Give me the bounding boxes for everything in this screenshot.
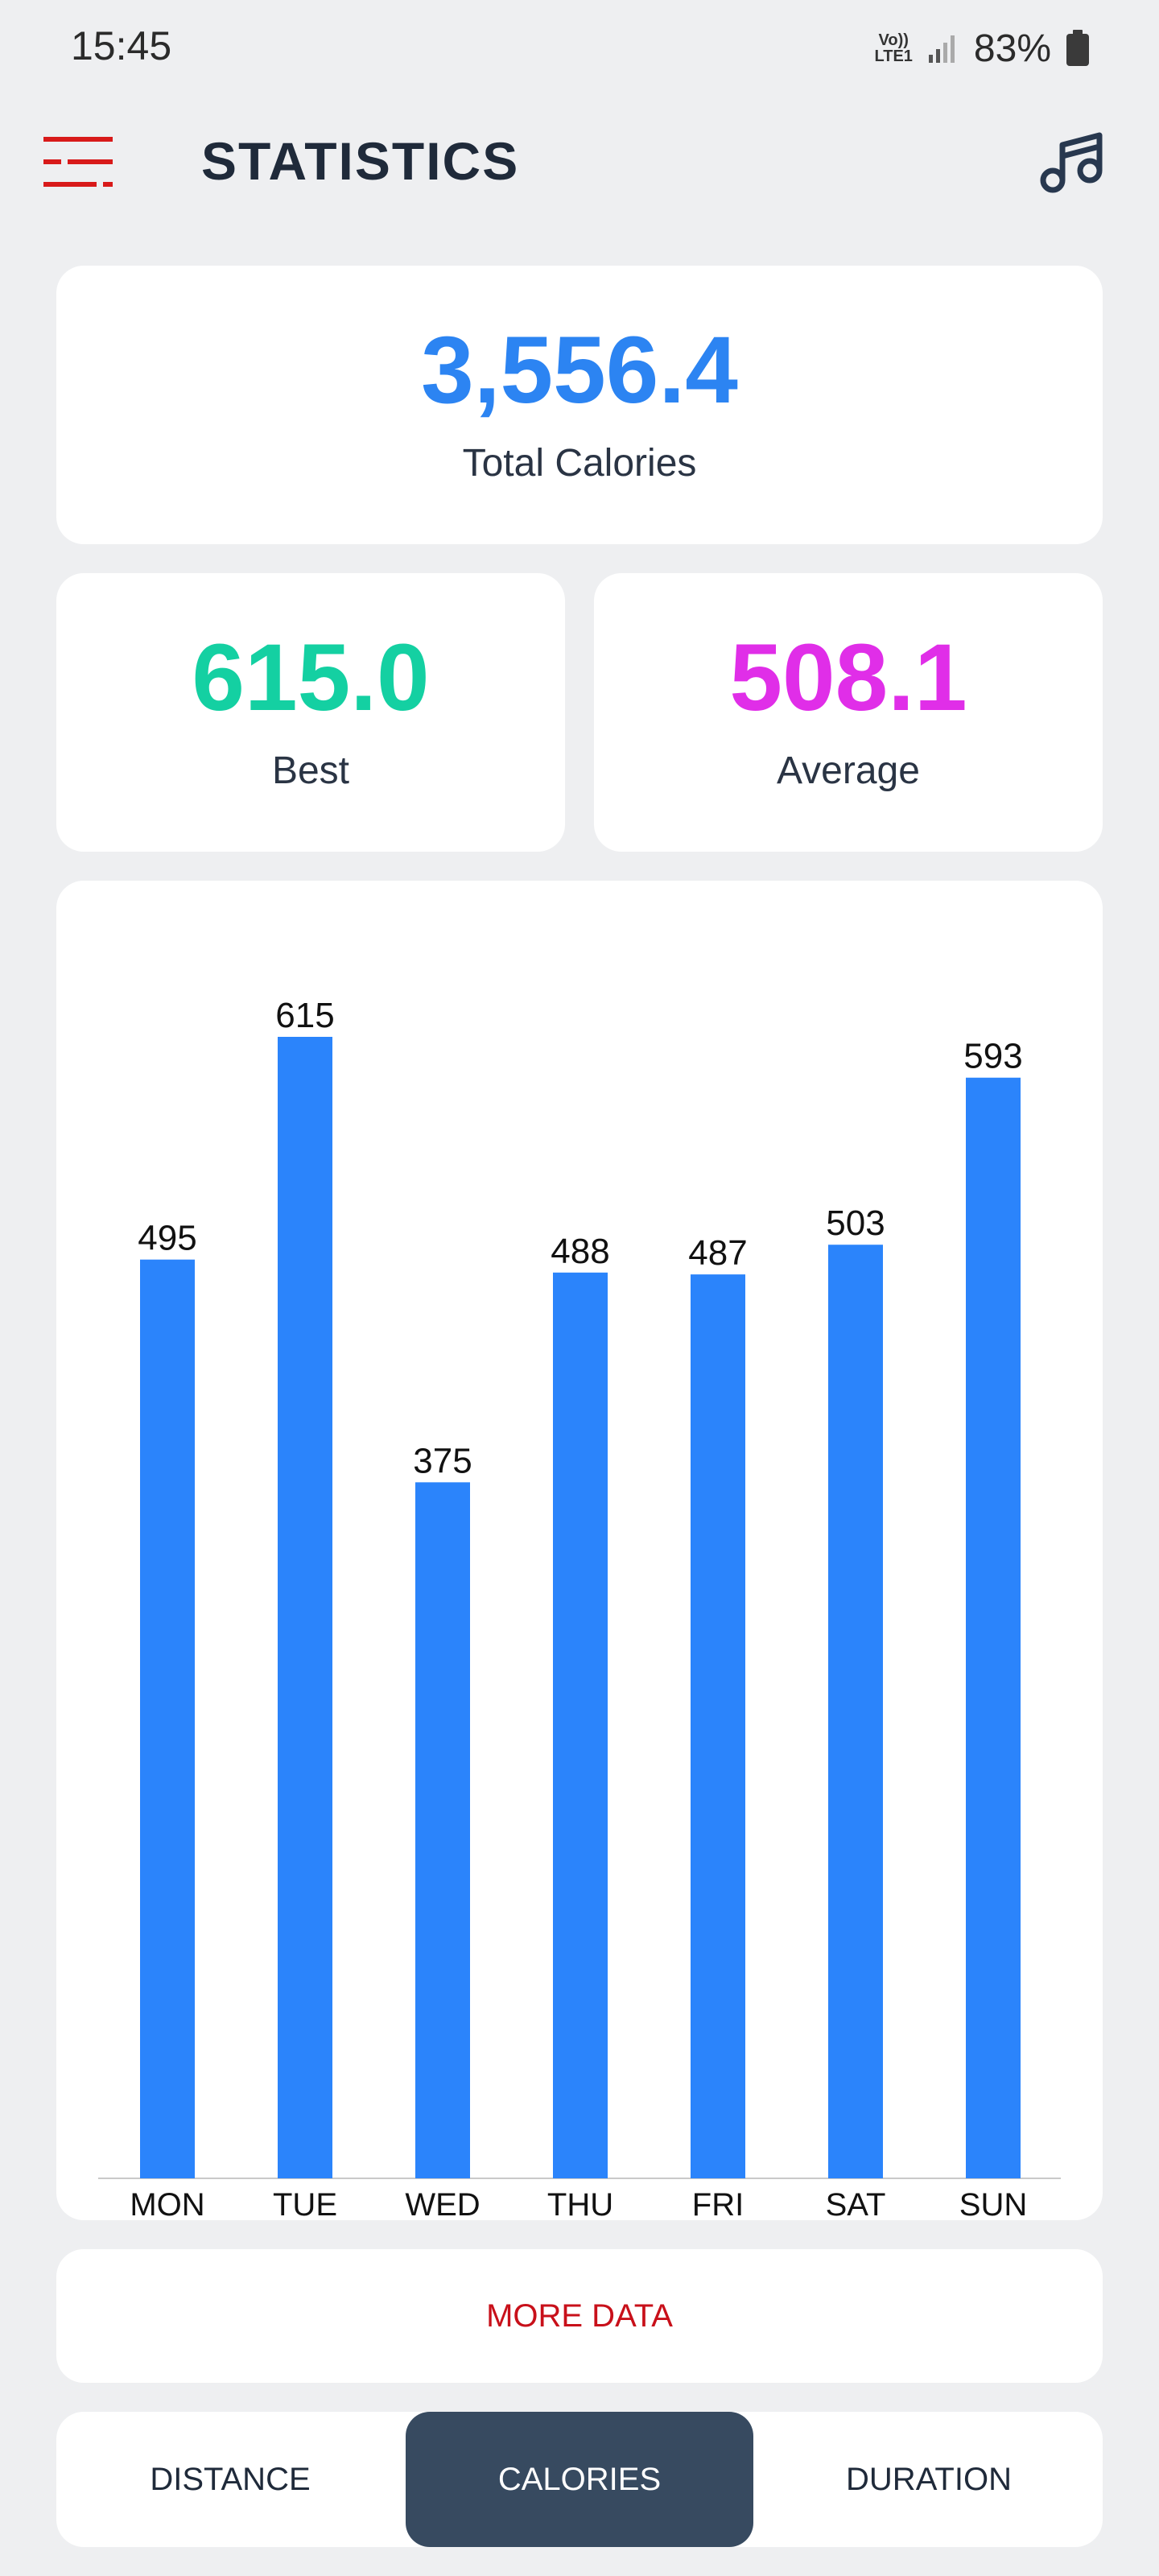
x-tick-fri: FRI bbox=[692, 2187, 744, 2220]
x-tick-sun: SUN bbox=[959, 2187, 1027, 2220]
best-card: 615.0 Best bbox=[56, 573, 565, 852]
average-value: 508.1 bbox=[729, 625, 967, 731]
battery-icon bbox=[1066, 30, 1089, 66]
data-label-thu: 488 bbox=[551, 1232, 609, 1271]
data-label-sat: 503 bbox=[826, 1203, 885, 1243]
tab-calories[interactable]: CALORIES bbox=[406, 2412, 753, 2547]
bar-tue bbox=[278, 1037, 332, 2178]
data-label-tue: 615 bbox=[275, 996, 334, 1035]
x-tick-thu: THU bbox=[547, 2187, 613, 2220]
best-value: 615.0 bbox=[192, 625, 430, 731]
tab-distance[interactable]: DISTANCE bbox=[150, 2461, 311, 2497]
more-data-label: MORE DATA bbox=[486, 2297, 673, 2334]
more-data-button[interactable]: MORE DATA bbox=[56, 2249, 1103, 2383]
x-tick-mon: MON bbox=[130, 2187, 204, 2220]
app-header: STATISTICS bbox=[0, 113, 1159, 209]
x-tick-sat: SAT bbox=[826, 2187, 886, 2220]
status-bar: 15:45 Vo)) LTE1 83% bbox=[0, 0, 1159, 97]
x-tick-wed: WED bbox=[405, 2187, 480, 2220]
bar-wed bbox=[415, 1482, 470, 2178]
tab-duration[interactable]: DURATION bbox=[846, 2461, 1012, 2497]
network-volte: Vo)) bbox=[878, 31, 909, 49]
bar-mon bbox=[140, 1259, 195, 2178]
signal-icon bbox=[928, 35, 955, 63]
total-calories-label: Total Calories bbox=[462, 442, 697, 485]
bar-sun bbox=[966, 1077, 1021, 2178]
metric-tabs: DISTANCE CALORIES DURATION bbox=[56, 2412, 1103, 2547]
best-label: Best bbox=[271, 749, 350, 792]
x-tick-tue: TUE bbox=[273, 2187, 337, 2220]
calories-bar-chart: 495 MON 615 TUE 375 WED 488 THU 487 FRI 503 SAT 593 S… bbox=[98, 996, 1061, 2220]
bar-sat bbox=[828, 1245, 883, 2178]
network-type: Vo)) LTE1 bbox=[875, 32, 913, 64]
battery-level: 83% bbox=[973, 27, 1051, 70]
page-title: STATISTICS bbox=[201, 131, 520, 191]
menu-icon[interactable] bbox=[40, 130, 118, 195]
bar-thu bbox=[553, 1272, 608, 2178]
music-icon[interactable] bbox=[1035, 126, 1107, 198]
total-calories-card: 3,556.4 Total Calories bbox=[56, 266, 1103, 544]
average-card: 508.1 Average bbox=[594, 573, 1103, 852]
data-label-wed: 375 bbox=[413, 1441, 472, 1480]
average-label: Average bbox=[777, 749, 920, 792]
calories-chart-card: 495 MON 615 TUE 375 WED 488 THU 487 FRI 503 SAT 593 S… bbox=[56, 881, 1103, 2220]
bar-fri bbox=[691, 1274, 745, 2178]
status-indicators: Vo)) LTE1 83% bbox=[875, 23, 1091, 74]
network-lte: LTE1 bbox=[874, 47, 913, 65]
data-label-fri: 487 bbox=[688, 1233, 747, 1273]
total-calories-value: 3,556.4 bbox=[421, 317, 738, 423]
status-time: 15:45 bbox=[71, 23, 172, 68]
data-label-mon: 495 bbox=[138, 1219, 196, 1258]
data-label-sun: 593 bbox=[963, 1037, 1022, 1076]
